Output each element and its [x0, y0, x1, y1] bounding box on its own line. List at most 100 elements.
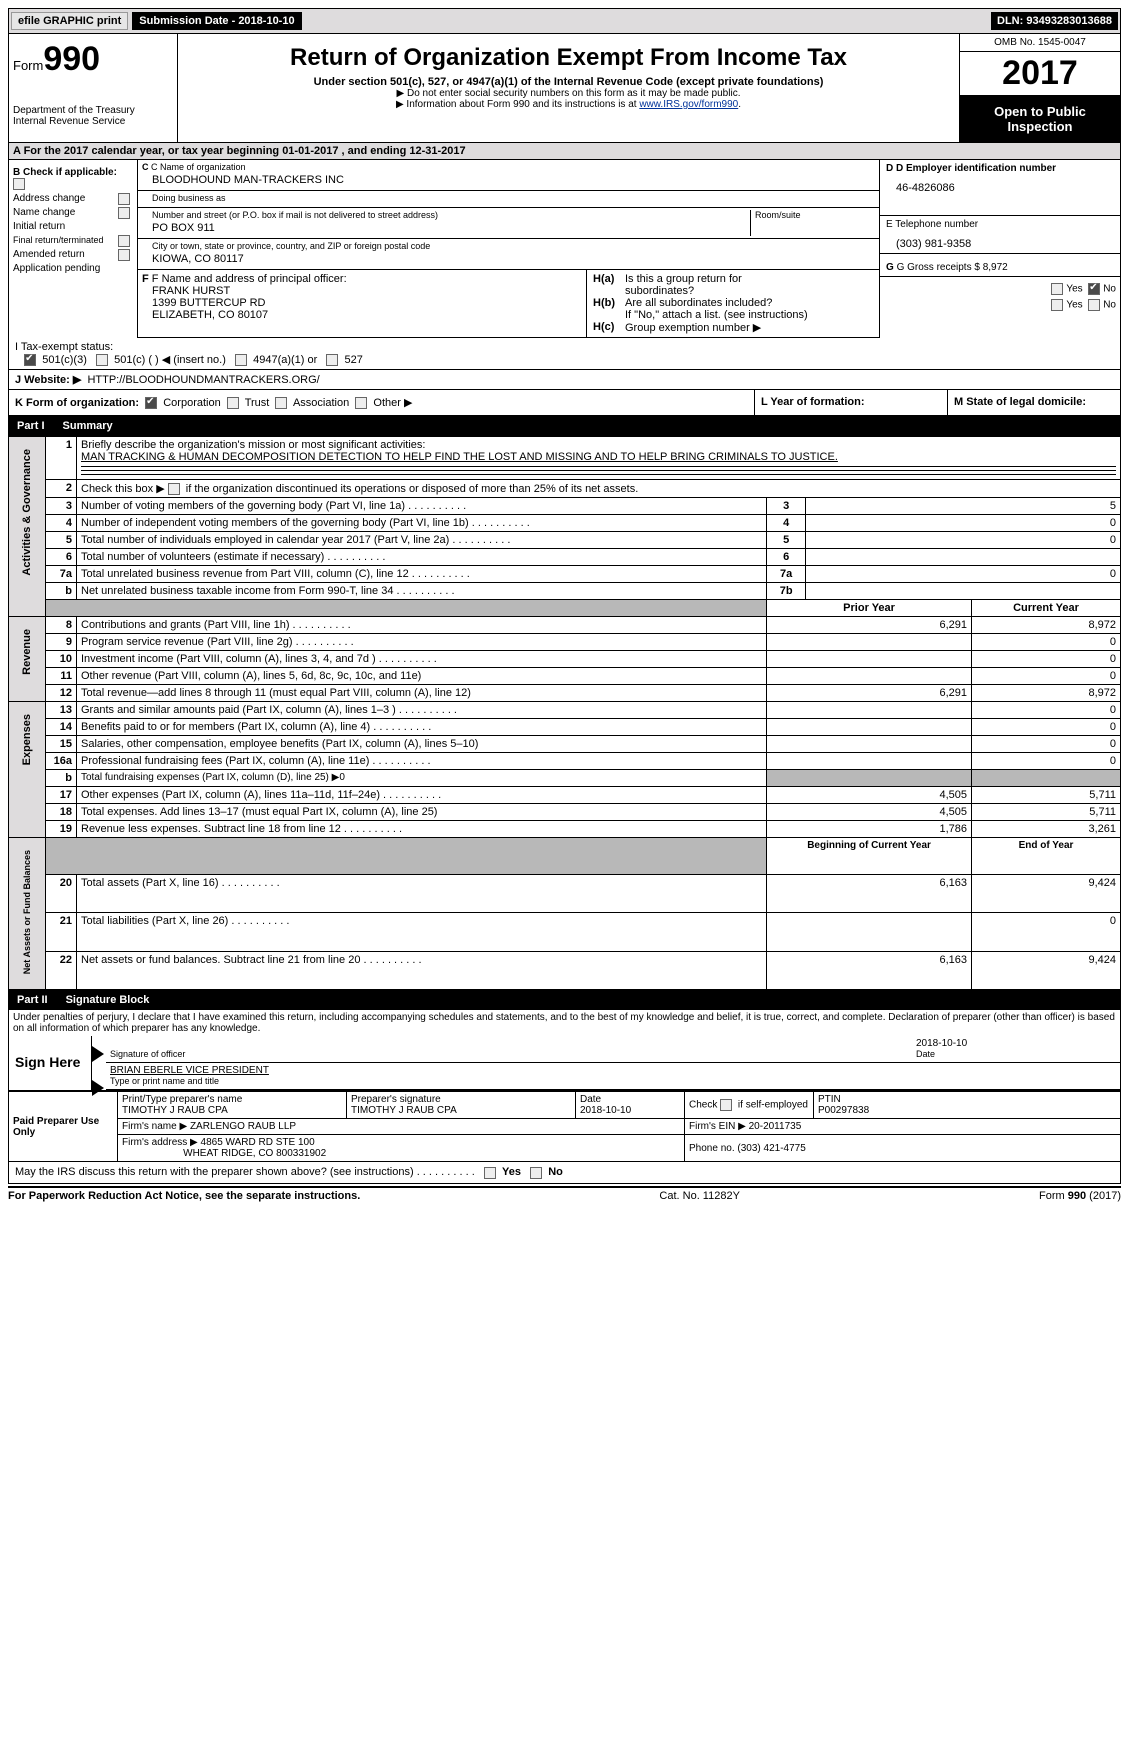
checkbox-checked-icon[interactable]	[24, 354, 36, 366]
checkbox-checked-icon[interactable]	[145, 397, 157, 409]
efile-print-button[interactable]: efile GRAPHIC print	[11, 12, 128, 30]
checkbox-icon[interactable]	[13, 178, 25, 190]
dept-line2: Internal Revenue Service	[13, 116, 173, 127]
firm-phone-label: Phone no.	[689, 1143, 735, 1154]
part1-title: Summary	[63, 420, 113, 432]
line1-value: MAN TRACKING & HUMAN DECOMPOSITION DETEC…	[81, 451, 838, 463]
checkbox-icon[interactable]	[484, 1167, 496, 1179]
footer-left: For Paperwork Reduction Act Notice, see …	[8, 1190, 360, 1202]
prep-c4l: Check	[689, 1100, 717, 1111]
checkbox-icon[interactable]	[1051, 283, 1063, 295]
side-revenue: Revenue	[21, 619, 33, 685]
dln-label: DLN: 93493283013688	[991, 12, 1118, 30]
line14: Benefits paid to or for members (Part IX…	[81, 721, 431, 733]
irs-link[interactable]: www.IRS.gov/form990	[639, 99, 738, 110]
line21: Total liabilities (Part X, line 26)	[81, 915, 289, 927]
discuss-text: May the IRS discuss this return with the…	[15, 1166, 475, 1178]
prep-c3: Date	[580, 1094, 601, 1105]
firm-addr1: 4865 WARD RD STE 100	[201, 1137, 315, 1148]
form-prefix: Form	[13, 58, 43, 73]
hb-note: If "No," attach a list. (see instruction…	[625, 309, 873, 321]
side-activities: Activities & Governance	[21, 439, 33, 586]
line5: Total number of individuals employed in …	[81, 534, 510, 546]
checkbox-icon[interactable]	[118, 235, 130, 247]
checkbox-icon[interactable]	[168, 483, 180, 495]
omb-number: OMB No. 1545-0047	[960, 34, 1120, 52]
checkbox-icon[interactable]	[1088, 299, 1100, 311]
checkbox-icon[interactable]	[530, 1167, 542, 1179]
checkbox-icon[interactable]	[118, 207, 130, 219]
cb-initial-return: Initial return	[13, 221, 65, 232]
col-b-checks: B Check if applicable: Address change Na…	[9, 160, 138, 338]
checkbox-icon[interactable]	[235, 354, 247, 366]
firm-phone: (303) 421-4775	[737, 1143, 805, 1154]
line2: Check this box ▶ if the organization dis…	[81, 483, 638, 495]
part2-title: Signature Block	[66, 994, 150, 1006]
line4-val: 0	[806, 515, 1121, 532]
line4: Number of independent voting members of …	[81, 517, 530, 529]
checkbox-icon[interactable]	[720, 1099, 732, 1111]
cb-address-change: Address change	[13, 193, 85, 204]
prep-v2: TIMOTHY J RAUB CPA	[351, 1105, 457, 1116]
open-public-1: Open to Public	[994, 104, 1086, 119]
line17: Other expenses (Part IX, column (A), lin…	[81, 789, 441, 801]
checkbox-icon[interactable]	[118, 249, 130, 261]
city-value: KIOWA, CO 80117	[152, 253, 875, 265]
org-name: BLOODHOUND MAN-TRACKERS INC	[152, 174, 875, 186]
tel-value: (303) 981-9358	[896, 238, 1114, 250]
line22: Net assets or fund balances. Subtract li…	[81, 954, 422, 966]
cb-name-change: Name change	[13, 207, 75, 218]
line20: Total assets (Part X, line 16)	[81, 877, 280, 889]
line13: Grants and similar amounts paid (Part IX…	[81, 704, 457, 716]
firm-addr2: WHEAT RIDGE, CO 800331902	[183, 1148, 326, 1159]
line9: Program service revenue (Part VIII, line…	[81, 636, 354, 648]
form-note1: ▶ Do not enter social security numbers o…	[188, 88, 949, 99]
line3: Number of voting members of the governin…	[81, 500, 466, 512]
checkbox-icon[interactable]	[275, 397, 287, 409]
state-domicile-label: M State of legal domicile:	[954, 396, 1086, 408]
checkbox-icon[interactable]	[326, 354, 338, 366]
ein-value: 46-4826086	[896, 182, 1114, 194]
hb-label: H(b)	[593, 297, 625, 309]
prep-v3: 2018-10-10	[580, 1105, 631, 1116]
checkbox-icon[interactable]	[118, 193, 130, 205]
year-formation-label: L Year of formation:	[761, 396, 865, 408]
form-subtitle: Under section 501(c), 527, or 4947(a)(1)…	[188, 76, 949, 88]
hdr-current: Current Year	[972, 600, 1121, 617]
ha-text2: subordinates?	[625, 285, 694, 297]
line18: Total expenses. Add lines 13–17 (must eq…	[81, 806, 437, 818]
form-title: Return of Organization Exempt From Incom…	[188, 44, 949, 72]
open-public-2: Inspection	[1007, 119, 1072, 134]
checkbox-icon[interactable]	[1051, 299, 1063, 311]
officer-addr2: ELIZABETH, CO 80107	[152, 309, 582, 321]
row-a: A For the 2017 calendar year, or tax yea…	[8, 143, 1121, 160]
tax-exempt-label: I Tax-exempt status:	[15, 341, 113, 353]
prep-c1: Print/Type preparer's name	[122, 1094, 242, 1105]
hdr-prior: Prior Year	[767, 600, 972, 617]
checkbox-icon[interactable]	[227, 397, 239, 409]
cb-amended: Amended return	[13, 249, 85, 260]
ha-label: H(a)	[593, 273, 625, 285]
form-note2-pre: ▶ Information about Form 990 and its ins…	[396, 99, 639, 110]
line15: Salaries, other compensation, employee b…	[81, 738, 478, 750]
website-label: J Website: ▶	[15, 374, 81, 386]
tax-year: 2017	[960, 52, 1120, 96]
part2-num: Part II	[17, 994, 48, 1006]
line7a-val: 0	[806, 566, 1121, 583]
prep-c4r: if self-employed	[738, 1100, 808, 1111]
checkbox-icon[interactable]	[355, 397, 367, 409]
line19: Revenue less expenses. Subtract line 18 …	[81, 823, 402, 835]
cb-app-pending: Application pending	[13, 263, 100, 274]
footer-mid: Cat. No. 11282Y	[659, 1190, 740, 1202]
checkbox-checked-icon[interactable]	[1088, 283, 1100, 295]
city-label: City or town, state or province, country…	[152, 241, 875, 251]
line6: Total number of volunteers (estimate if …	[81, 551, 385, 563]
checkbox-icon[interactable]	[96, 354, 108, 366]
dept-line1: Department of the Treasury	[13, 105, 173, 116]
penalty-text: Under penalties of perjury, I declare th…	[8, 1010, 1121, 1036]
ein-label: D Employer identification number	[896, 163, 1056, 174]
street-value: PO BOX 911	[152, 222, 750, 234]
no-label: No	[1103, 284, 1116, 295]
sig-date: 2018-10-10	[916, 1038, 967, 1049]
side-netassets: Net Assets or Fund Balances	[22, 840, 32, 984]
